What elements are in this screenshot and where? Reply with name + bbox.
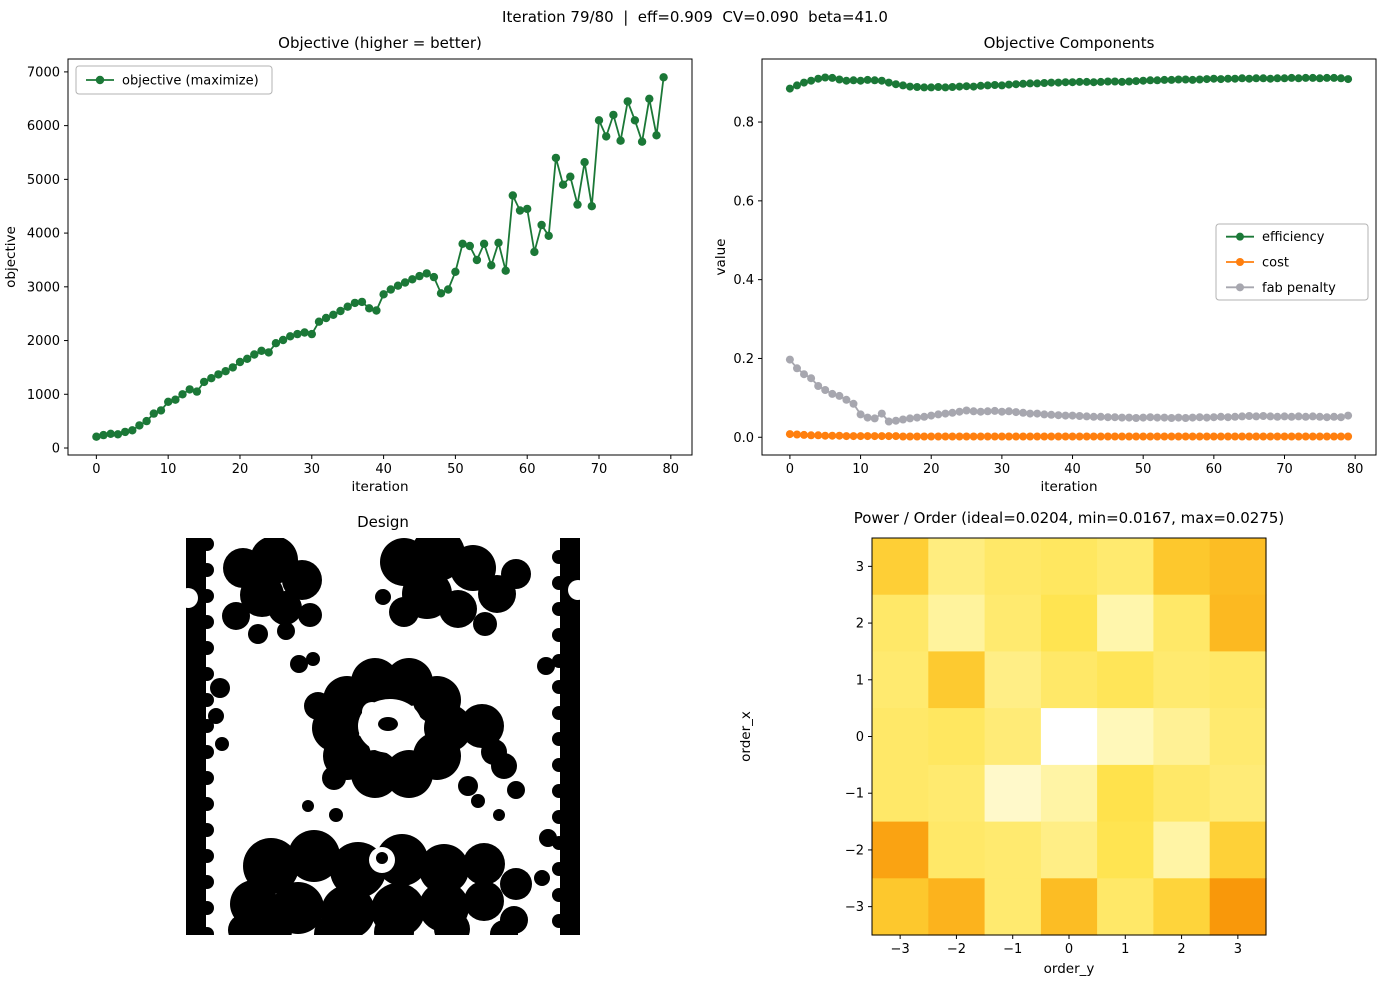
svg-text:−1: −1: [845, 787, 864, 802]
svg-text:10: 10: [852, 462, 869, 477]
legend: efficiency cost fab penalty: [1215, 223, 1369, 301]
y-axis-label: objective: [3, 226, 19, 288]
svg-text:30: 30: [994, 462, 1011, 477]
svg-text:2000: 2000: [27, 334, 60, 349]
svg-text:0: 0: [856, 730, 864, 745]
series-cost: [785, 430, 1353, 441]
chart-title: Objective (higher = better): [278, 34, 482, 52]
svg-text:0.4: 0.4: [733, 273, 754, 288]
svg-text:−2: −2: [845, 843, 864, 858]
objective-axes: 0 10 20 30 40 50 60 70 80 0 1000 2000 3000 4000 5000 60…: [27, 58, 693, 477]
svg-text:0: 0: [92, 462, 100, 477]
svg-text:20: 20: [923, 462, 940, 477]
chart-title: Objective Components: [984, 34, 1155, 52]
y-axis-label: order_x: [738, 711, 754, 762]
y-axis-label: value: [713, 239, 729, 276]
power-order-heatmap: Power / Order (ideal=0.0204, min=0.0167,…: [738, 509, 1285, 977]
svg-text:0: 0: [1065, 942, 1073, 957]
svg-text:2: 2: [856, 617, 864, 632]
svg-text:5000: 5000: [27, 173, 60, 188]
x-axis-label: iteration: [1040, 479, 1097, 495]
svg-text:3000: 3000: [27, 280, 60, 295]
svg-text:20: 20: [232, 462, 249, 477]
legend-label: cost: [1262, 256, 1289, 271]
svg-text:10: 10: [160, 462, 177, 477]
svg-text:4000: 4000: [27, 227, 60, 242]
design-pattern: [186, 538, 580, 935]
svg-text:50: 50: [1135, 462, 1152, 477]
heatmap-cells: [872, 538, 1267, 936]
legend-label: fab penalty: [1262, 281, 1336, 296]
design-title: Design: [357, 513, 409, 531]
x-axis-label: iteration: [351, 479, 408, 495]
svg-text:−3: −3: [891, 942, 910, 957]
components-chart: 0 10 20 30 40 50 60 70 80 0.0 0.2 0.4 0.6 0.8 Objectiv…: [713, 34, 1377, 495]
legend: objective (maximize): [75, 65, 273, 95]
svg-text:1000: 1000: [27, 388, 60, 403]
heatmap-axes: −3 −2 −1 0 1 2 3 3 2 1 0 −1 −2 −3: [845, 560, 1242, 957]
x-axis-label: order_y: [1044, 961, 1095, 977]
svg-text:3: 3: [1234, 942, 1242, 957]
svg-text:7000: 7000: [27, 65, 60, 80]
svg-text:80: 80: [1347, 462, 1364, 477]
svg-text:6000: 6000: [27, 119, 60, 134]
legend-label: objective (maximize): [122, 74, 259, 89]
series-fab-penalty: [785, 355, 1353, 426]
svg-text:0: 0: [52, 442, 60, 457]
figure-suptitle: Iteration 79/80 | eff=0.909 CV=0.090 bet…: [502, 8, 888, 26]
svg-text:40: 40: [375, 462, 392, 477]
svg-text:0.6: 0.6: [733, 194, 754, 209]
svg-text:3: 3: [856, 560, 864, 575]
legend-label: efficiency: [1262, 230, 1325, 245]
svg-text:0.2: 0.2: [733, 352, 754, 367]
svg-text:60: 60: [519, 462, 536, 477]
svg-text:40: 40: [1064, 462, 1081, 477]
svg-text:−3: −3: [845, 900, 864, 915]
series-objective-maximize-: [92, 73, 668, 441]
svg-text:0: 0: [786, 462, 794, 477]
svg-text:30: 30: [304, 462, 321, 477]
svg-text:0.8: 0.8: [733, 116, 754, 131]
chart-title: Power / Order (ideal=0.0204, min=0.0167,…: [854, 509, 1285, 527]
svg-text:70: 70: [591, 462, 608, 477]
components-axes: 0 10 20 30 40 50 60 70 80 0.0 0.2 0.4 0.6 0.8: [733, 58, 1377, 477]
svg-text:1: 1: [856, 673, 864, 688]
svg-text:50: 50: [447, 462, 464, 477]
design-image: [186, 538, 580, 935]
svg-text:1: 1: [1121, 942, 1129, 957]
svg-text:2: 2: [1177, 942, 1185, 957]
svg-text:0.0: 0.0: [733, 431, 754, 446]
objective-chart: 0 10 20 30 40 50 60 70 80 0 1000 2000 3000 4000 5000 60…: [3, 34, 693, 495]
svg-text:60: 60: [1206, 462, 1223, 477]
svg-text:70: 70: [1276, 462, 1293, 477]
svg-text:80: 80: [663, 462, 680, 477]
svg-text:−1: −1: [1003, 942, 1022, 957]
svg-text:−2: −2: [947, 942, 966, 957]
series-efficiency: [785, 73, 1353, 93]
